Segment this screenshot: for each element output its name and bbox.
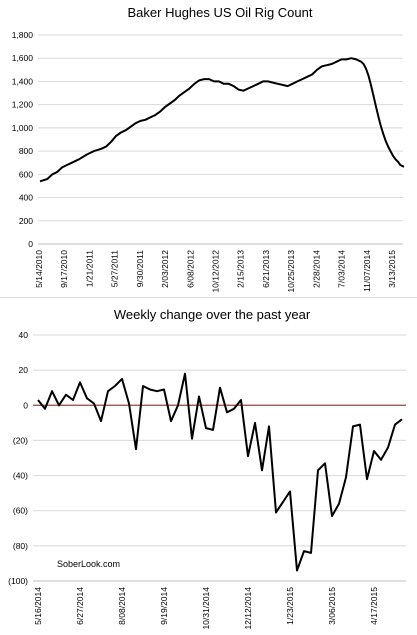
- chart-divider: [0, 297, 417, 298]
- rig-count-y-axis: 0 200 400 600 800 1,000 1,200 1,400 1,600 1,800: [12, 30, 34, 249]
- y-tick-label: 1,600: [12, 53, 34, 63]
- y-tick-label: (20): [13, 435, 28, 445]
- y-tick-label: 0: [28, 239, 33, 249]
- weekly-change-chart-svg: Weekly change over the past year (100) (8…: [8, 307, 406, 630]
- y-tick-label: 800: [19, 146, 33, 156]
- y-tick-label: 1,400: [12, 76, 34, 86]
- x-tick-label: 6/21/2013: [261, 250, 271, 288]
- y-tick-label: (100): [8, 576, 28, 586]
- y-tick-label: 0: [23, 400, 28, 410]
- y-tick-label: 1,000: [12, 123, 34, 133]
- rig-count-chart-svg: Baker Hughes US Oil Rig Count 0 200 400 600…: [12, 5, 405, 293]
- rig-count-gridlines: [38, 34, 403, 245]
- weekly-change-chart-title: Weekly change over the past year: [114, 307, 311, 322]
- x-tick-label: 10/12/2012: [211, 250, 221, 293]
- x-tick-label: 10/25/2013: [286, 250, 296, 293]
- x-tick-label: 4/17/2015: [369, 587, 379, 625]
- rig-count-chart-title: Baker Hughes US Oil Rig Count: [128, 5, 313, 20]
- x-tick-label: 12/12/2014: [243, 587, 253, 630]
- weekly-change-series: [37, 372, 403, 572]
- x-tick-label: 1/23/2015: [285, 587, 295, 625]
- y-tick-label: 400: [19, 193, 33, 203]
- x-tick-label: 5/16/2014: [33, 587, 43, 625]
- weekly-change-gridlines: [33, 334, 406, 582]
- weekly-change-y-axis: (100) (80) (60) (40) (20) 0 20 40: [8, 330, 28, 586]
- y-tick-label: 20: [19, 365, 29, 375]
- x-tick-label: 6/08/2012: [185, 250, 195, 288]
- weekly-change-chart: Weekly change over the past year (100) (8…: [0, 298, 417, 630]
- x-tick-label: 3/13/2015: [387, 250, 397, 288]
- y-tick-label: 600: [19, 169, 33, 179]
- y-tick-label: 1,200: [12, 100, 34, 110]
- y-tick-label: (60): [13, 506, 28, 516]
- x-tick-label: 7/03/2014: [337, 250, 347, 288]
- x-tick-label: 2/28/2014: [311, 250, 321, 288]
- rig-count-chart: Baker Hughes US Oil Rig Count 0 200 400 600…: [0, 0, 417, 298]
- rig-count-x-axis: 5/14/2010 9/17/2010 1/21/2011 5/27/2011 9/30…: [34, 250, 397, 293]
- x-tick-label: 8/08/2014: [117, 587, 127, 625]
- x-tick-label: 11/07/2014: [362, 250, 372, 292]
- y-tick-label: 200: [19, 216, 33, 226]
- x-tick-label: 2/15/2013: [236, 250, 246, 288]
- weekly-change-line: [37, 372, 403, 572]
- x-tick-label: 9/19/2014: [159, 587, 169, 625]
- rig-count-line: [39, 57, 405, 183]
- x-tick-label: 3/06/2015: [327, 587, 337, 625]
- x-tick-label: 6/27/2014: [75, 587, 85, 625]
- rig-count-series: [39, 57, 405, 183]
- watermark-label: SoberLook.com: [57, 559, 120, 569]
- y-tick-label: 1,800: [12, 30, 34, 40]
- y-tick-label: (40): [13, 471, 28, 481]
- x-tick-label: 9/17/2010: [59, 250, 69, 288]
- x-tick-label: 9/30/2011: [135, 250, 145, 287]
- x-tick-label: 5/27/2011: [110, 250, 120, 287]
- x-tick-label: 2/03/2012: [160, 250, 170, 288]
- y-tick-label: (80): [13, 541, 28, 551]
- x-tick-label: 1/21/2011: [84, 250, 94, 287]
- y-tick-label: 40: [19, 330, 29, 340]
- weekly-change-x-axis: 5/16/2014 6/27/2014 8/08/2014 9/19/2014 10/3…: [33, 587, 379, 630]
- x-tick-label: 10/31/2014: [201, 587, 211, 630]
- x-tick-label: 5/14/2010: [34, 250, 44, 288]
